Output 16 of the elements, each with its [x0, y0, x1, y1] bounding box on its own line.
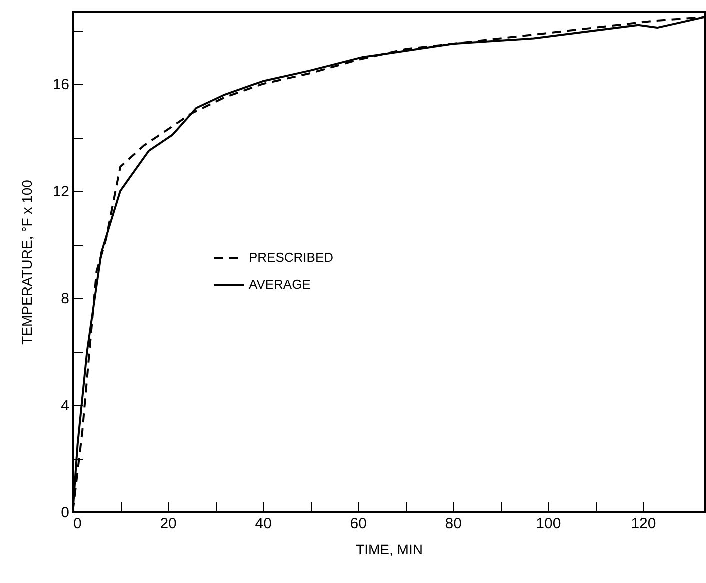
x-tick-label: 120 [631, 516, 656, 532]
x-tick-label: 0 [74, 516, 82, 532]
y-tick-label: 12 [52, 184, 70, 201]
x-axis-title: TIME, MIN [356, 542, 423, 558]
y-tick-label: 8 [61, 290, 70, 308]
x-tick-label: 20 [160, 516, 177, 532]
y-tick-label: 0 [61, 504, 70, 522]
x-tick-label: 80 [445, 516, 462, 532]
x-tick-label: 40 [255, 516, 272, 532]
x-tick-label: 100 [536, 516, 562, 532]
legend-label: PRESCRIBED [249, 250, 334, 265]
y-tick-label: 4 [61, 398, 70, 415]
x-tick-label: 60 [350, 516, 367, 532]
legend-label: AVERAGE [249, 277, 312, 292]
y-tick-label: 16 [52, 76, 70, 94]
y-axis-title: TEMPERATURE, °F x 100 [18, 180, 35, 345]
